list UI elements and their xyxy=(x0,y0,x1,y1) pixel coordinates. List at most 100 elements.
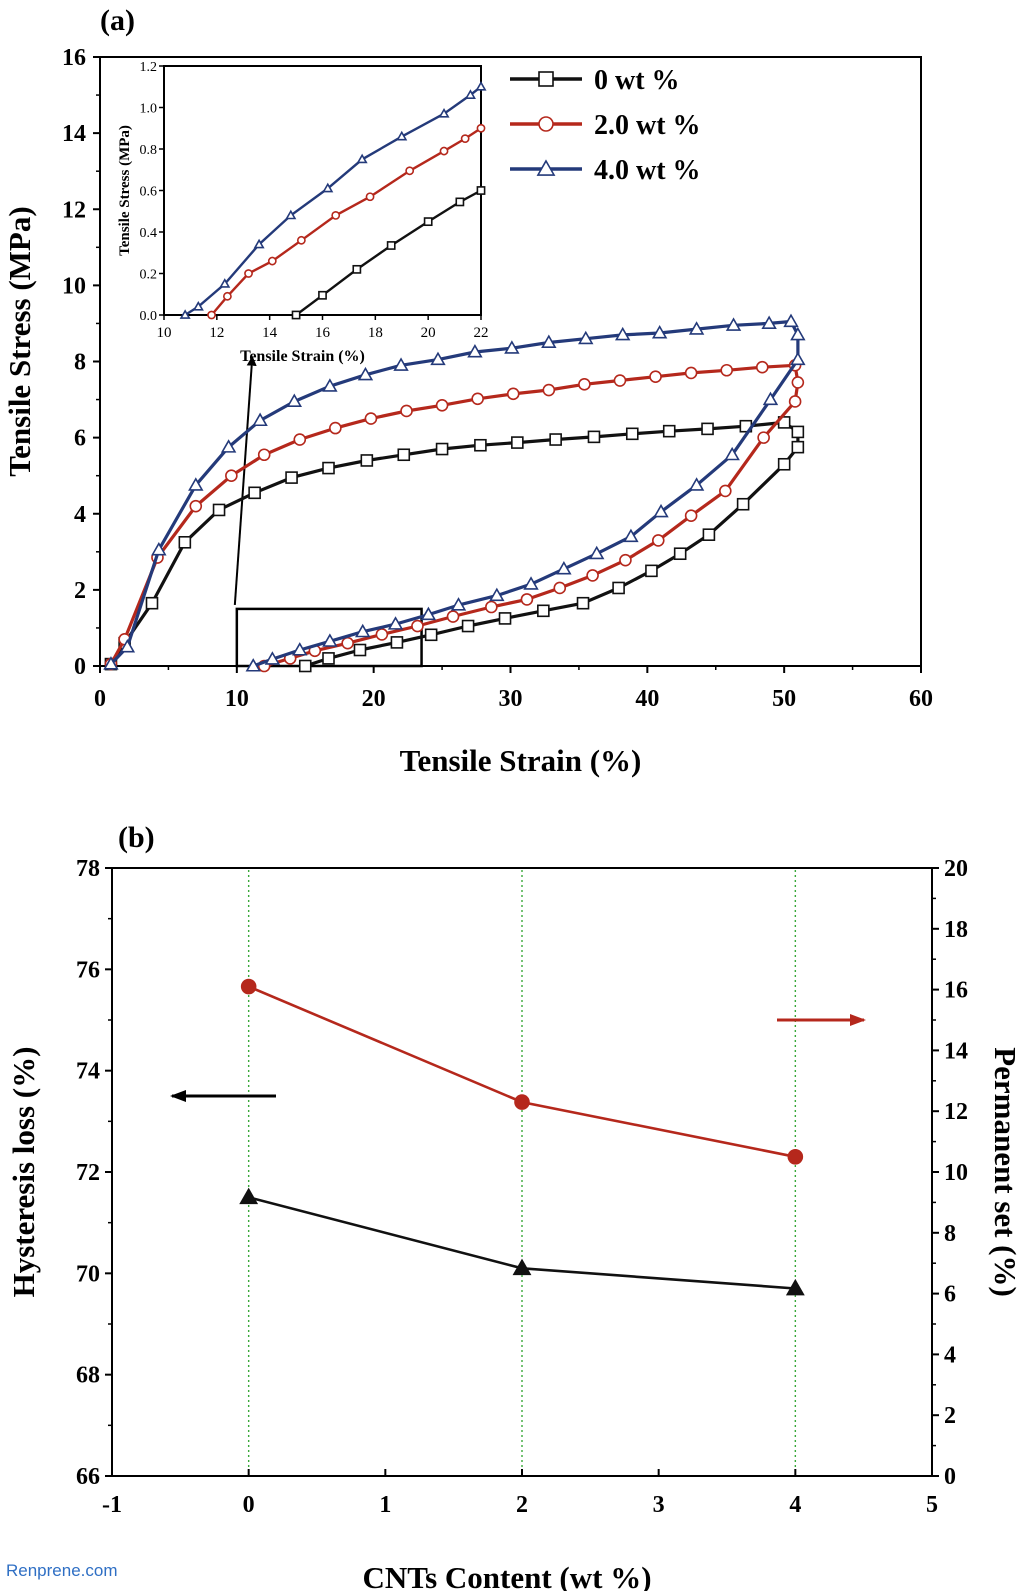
data-point-a-0-30 xyxy=(498,612,512,625)
inset-x-axis-label: Tensile Strain (%) xyxy=(240,348,365,365)
data-point-a-2-37 xyxy=(292,642,308,656)
data-point-a-1-35 xyxy=(341,636,354,650)
data-point-a-2-38 xyxy=(264,651,281,665)
data-point-a-0-28 xyxy=(576,596,590,610)
series-a-2 xyxy=(103,313,806,672)
data-point-a-0-2 xyxy=(145,596,159,610)
y-tick-label-b-2: 70 xyxy=(76,1261,100,1287)
y-axis-label-a: Tensile Stress (MPa) xyxy=(2,206,37,476)
series-a-0 xyxy=(104,416,805,673)
y-tick-label-b-3: 72 xyxy=(76,1160,100,1186)
inset-point-1-3 xyxy=(267,256,277,266)
legend-a: 0 wt % 2.0 wt % 4.0 wt % xyxy=(510,65,701,186)
inset-x-tick-label-6: 22 xyxy=(474,325,489,341)
inset-y-tick-label-1: 0.2 xyxy=(140,268,158,283)
data-point-a-1-16 xyxy=(649,370,662,384)
inset-point-2-1 xyxy=(192,300,204,311)
data-point-a-0-36 xyxy=(298,659,312,673)
data-point-a-1-14 xyxy=(578,378,591,391)
data-point-a-0-29 xyxy=(537,604,550,618)
data-point-a-2-10 xyxy=(430,351,446,366)
data-point-a-1-19 xyxy=(755,360,769,374)
legend-label-0: 0 wt % xyxy=(594,65,680,96)
data-point-a-2-3 xyxy=(188,477,204,491)
x-tick-label-a-1: 10 xyxy=(225,686,249,712)
x-tick-label-a-5: 50 xyxy=(772,686,796,712)
x-tick-label-a-0: 0 xyxy=(94,686,106,712)
data-point-a-1-17 xyxy=(684,366,698,380)
x-tick-label-b-5: 4 xyxy=(789,1492,801,1518)
data-point-b-0-0 xyxy=(239,1187,259,1205)
data-point-a-0-12 xyxy=(511,436,524,449)
inset-point-1-5 xyxy=(331,210,341,220)
data-point-a-2-32 xyxy=(450,597,467,611)
inset-point-0-2 xyxy=(352,264,362,274)
inset-point-2-2 xyxy=(219,278,231,288)
data-point-a-2-4 xyxy=(220,439,237,453)
data-point-a-1-6 xyxy=(293,433,307,446)
y-tick-label-a-4: 8 xyxy=(74,350,86,376)
data-point-a-0-15 xyxy=(625,427,639,441)
data-point-a-1-22 xyxy=(788,395,802,408)
inset-y-tick-label-0: 0.0 xyxy=(140,309,158,324)
inset-x-tick-label-2: 14 xyxy=(262,325,278,341)
data-point-b-0-2 xyxy=(785,1278,805,1296)
inset-point-1-7 xyxy=(405,166,415,176)
inset-y-tick-label-6: 1.2 xyxy=(140,60,158,75)
data-point-a-2-8 xyxy=(357,366,374,381)
data-point-a-1-33 xyxy=(411,619,424,633)
data-point-a-1-8 xyxy=(364,412,378,425)
data-point-a-2-31 xyxy=(489,587,505,602)
data-point-a-0-16 xyxy=(662,424,676,438)
inset-frame xyxy=(163,65,482,316)
x-tick-label-b-4: 3 xyxy=(653,1492,665,1518)
data-point-a-0-6 xyxy=(285,471,298,484)
data-point-a-1-26 xyxy=(651,534,665,547)
data-point-a-2-23 xyxy=(762,391,779,406)
panel-label-a: (a) xyxy=(100,4,135,37)
inset-x-tick-label-4: 18 xyxy=(368,325,383,341)
legend-marker-2 xyxy=(536,159,556,176)
data-point-a-2-9 xyxy=(393,357,409,371)
inset-point-2-10 xyxy=(475,80,487,91)
series-b-1 xyxy=(240,978,804,1165)
series-line-a-2 xyxy=(109,319,800,668)
x-axis-label-a: Tensile Strain (%) xyxy=(400,743,642,778)
data-point-a-2-28 xyxy=(589,545,605,560)
inset-point-0-6 xyxy=(476,186,486,195)
x-tick-label-b-6: 5 xyxy=(926,1492,938,1518)
y-tick-label-a-3: 6 xyxy=(74,426,86,452)
data-point-a-0-24 xyxy=(702,528,716,541)
data-point-a-2-0 xyxy=(103,656,119,670)
inset-point-1-4 xyxy=(296,235,306,245)
inset-y-tick-label-2: 0.4 xyxy=(140,226,158,241)
watermark: Renprene.com xyxy=(6,1561,118,1580)
x-tick-label-a-6: 60 xyxy=(909,686,933,712)
data-point-a-0-9 xyxy=(397,448,411,462)
data-point-a-1-25 xyxy=(684,509,698,522)
data-point-a-0-5 xyxy=(248,486,261,500)
inset-point-2-0 xyxy=(179,309,191,319)
data-point-a-2-13 xyxy=(541,334,557,349)
data-point-a-2-19 xyxy=(761,315,777,329)
x-tick-label-b-0: -1 xyxy=(102,1492,122,1518)
inset-point-2-4 xyxy=(285,209,297,220)
data-point-a-0-21 xyxy=(791,440,805,454)
legend-label-2: 4.0 wt % xyxy=(594,155,701,186)
data-point-a-2-15 xyxy=(614,326,631,341)
inset-point-1-9 xyxy=(460,134,470,144)
data-point-a-2-35 xyxy=(355,623,371,638)
inset-point-1-2 xyxy=(244,269,253,278)
data-point-a-2-36 xyxy=(322,633,338,647)
y-tick-label-a-6: 12 xyxy=(62,197,86,223)
inset-point-1-8 xyxy=(439,146,449,156)
data-point-a-0-4 xyxy=(212,503,226,517)
inset-point-1-0 xyxy=(207,310,216,320)
x-tick-label-b-2: 1 xyxy=(379,1492,391,1518)
data-point-a-2-30 xyxy=(523,576,539,590)
data-point-a-1-28 xyxy=(586,569,599,582)
inset-y-tick-label-4: 0.8 xyxy=(140,143,158,158)
series-a-1 xyxy=(104,359,805,673)
series-b-0 xyxy=(239,1187,805,1296)
inset-point-0-5 xyxy=(455,197,465,207)
